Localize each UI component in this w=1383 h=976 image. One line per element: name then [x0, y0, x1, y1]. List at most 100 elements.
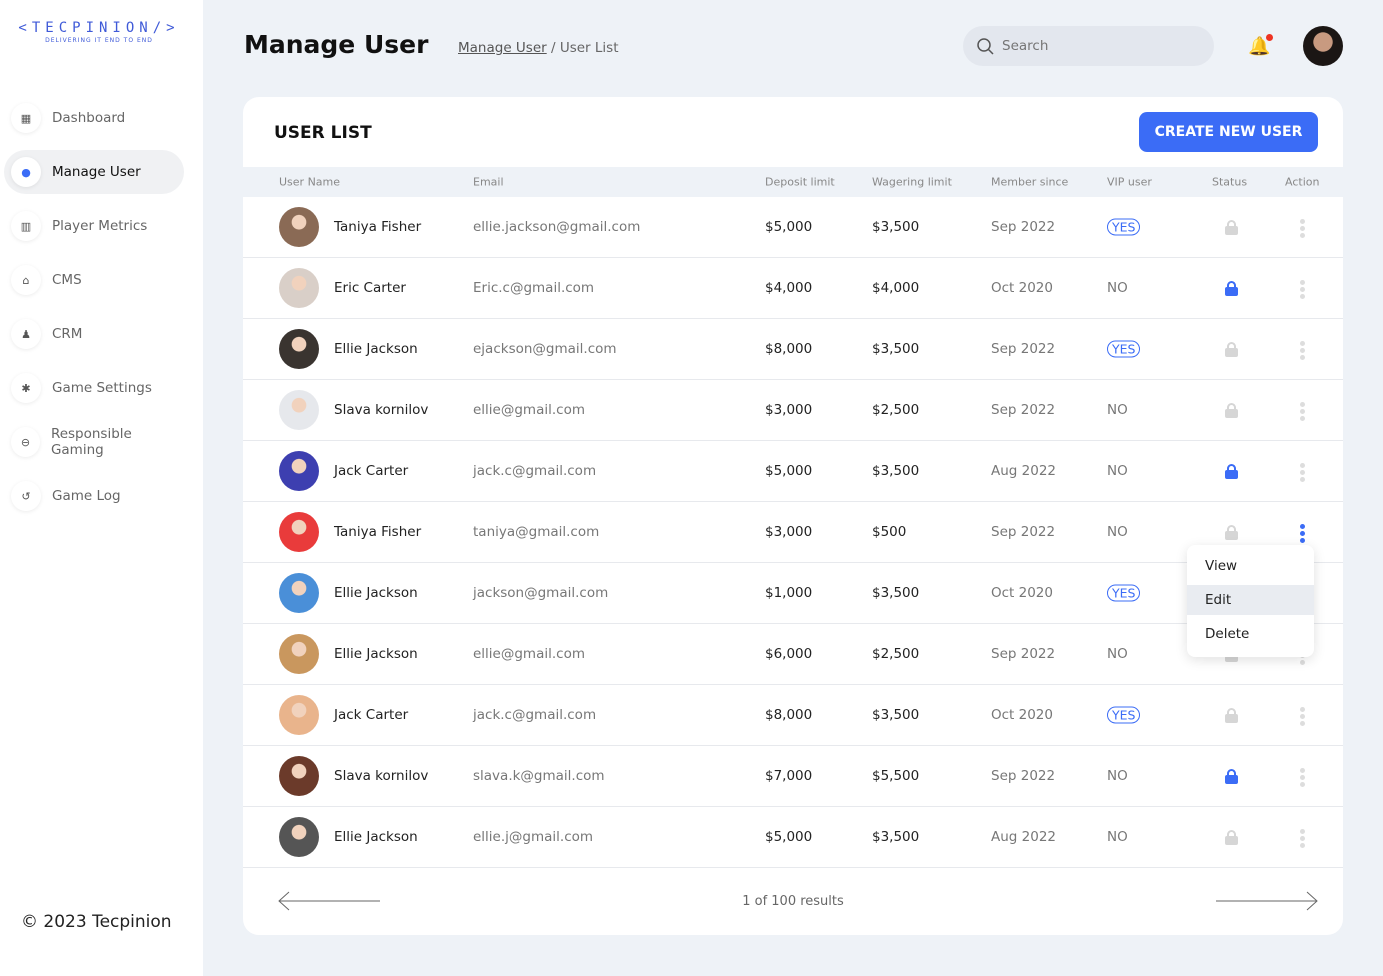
wagering-limit: $5,500	[872, 768, 920, 784]
sidebar-item-game-settings[interactable]: ✱ Game Settings	[4, 366, 184, 410]
lock-icon[interactable]	[1225, 830, 1238, 845]
user-name: Eric Carter	[334, 280, 406, 296]
sidebar-item-label: CRM	[52, 326, 83, 342]
member-since: Sep 2022	[991, 341, 1056, 357]
prev-page-arrow-icon[interactable]	[278, 891, 380, 911]
member-since: Oct 2020	[991, 280, 1053, 296]
table-row[interactable]: Slava kornilov ellie@gmail.com $3,000 $2…	[243, 380, 1343, 441]
breadcrumb-manage-user[interactable]: Manage User	[458, 40, 547, 56]
vip-badge: NO	[1107, 768, 1128, 784]
deposit-limit: $3,000	[765, 524, 813, 540]
col-user-name[interactable]: User Name	[279, 175, 341, 189]
menu-view[interactable]: View	[1205, 558, 1238, 574]
user-email: ellie@gmail.com	[473, 402, 585, 418]
user-avatar	[279, 451, 319, 491]
breadcrumb-user-list: User List	[559, 40, 619, 56]
more-actions-icon[interactable]	[1300, 829, 1306, 848]
wagering-limit: $2,500	[872, 402, 920, 418]
wagering-limit: $3,500	[872, 829, 920, 845]
more-actions-icon[interactable]	[1300, 219, 1306, 238]
user-name: Ellie Jackson	[334, 585, 418, 601]
sidebar-item-responsible-gaming[interactable]: ⊖ Responsible Gaming	[4, 420, 184, 464]
deposit-limit: $5,000	[765, 829, 813, 845]
table-row[interactable]: Eric Carter Eric.c@gmail.com $4,000 $4,0…	[243, 258, 1343, 319]
table-row[interactable]: Slava kornilov slava.k@gmail.com $7,000 …	[243, 746, 1343, 807]
table-row[interactable]: Taniya Fisher taniya@gmail.com $3,000 $5…	[243, 502, 1343, 563]
lock-icon[interactable]	[1225, 769, 1238, 784]
sidebar-item-cms[interactable]: ⌂ CMS	[4, 258, 184, 302]
table-row[interactable]: Jack Carter jack.c@gmail.com $8,000 $3,5…	[243, 685, 1343, 746]
table-row[interactable]: Ellie Jackson ejackson@gmail.com $8,000 …	[243, 319, 1343, 380]
lock-icon[interactable]	[1225, 708, 1238, 723]
user-email: ejackson@gmail.com	[473, 341, 617, 357]
wagering-limit: $500	[872, 524, 907, 540]
lock-icon[interactable]	[1225, 464, 1238, 479]
user-avatar	[279, 573, 319, 613]
member-since: Sep 2022	[991, 219, 1056, 235]
table-row[interactable]: Ellie Jackson ellie.j@gmail.com $5,000 $…	[243, 807, 1343, 868]
sidebar-item-crm[interactable]: ♟ CRM	[4, 312, 184, 356]
table-row[interactable]: Ellie Jackson ellie@gmail.com $6,000 $2,…	[243, 624, 1343, 685]
member-since: Sep 2022	[991, 646, 1056, 662]
user-email: jackson@gmail.com	[473, 585, 609, 601]
member-since: Sep 2022	[991, 524, 1056, 540]
sidebar-item-manage-user[interactable]: ● Manage User	[4, 150, 184, 194]
gamepad-icon: ⊖	[11, 427, 40, 457]
lock-icon[interactable]	[1225, 220, 1238, 235]
sidebar-item-label: Manage User	[52, 164, 141, 180]
member-since: Oct 2020	[991, 585, 1053, 601]
user-avatar	[279, 634, 319, 674]
create-new-user-button[interactable]: CREATE NEW USER	[1139, 112, 1318, 152]
col-member-since[interactable]: Member since	[991, 175, 1069, 189]
wagering-limit: $3,500	[872, 463, 920, 479]
copyright: © 2023 Tecpinion	[21, 912, 172, 932]
more-actions-icon[interactable]	[1300, 280, 1306, 299]
sidebar-item-game-log[interactable]: ↺ Game Log	[4, 474, 184, 518]
profile-avatar[interactable]	[1303, 26, 1343, 66]
user-avatar	[279, 817, 319, 857]
col-wagering[interactable]: Wagering limit	[872, 175, 952, 189]
wagering-limit: $3,500	[872, 707, 920, 723]
notification-dot	[1266, 34, 1273, 41]
search-box[interactable]	[963, 26, 1214, 66]
deposit-limit: $8,000	[765, 341, 813, 357]
gear-icon: ✱	[11, 373, 41, 403]
sidebar-item-label: Player Metrics	[52, 218, 148, 234]
user-email: slava.k@gmail.com	[473, 768, 605, 784]
more-actions-icon[interactable]	[1300, 524, 1306, 543]
lock-icon[interactable]	[1225, 403, 1238, 418]
user-icon: ●	[11, 157, 41, 187]
col-vip[interactable]: VIP user	[1107, 175, 1152, 189]
more-actions-icon[interactable]	[1300, 707, 1306, 726]
sidebar-item-dashboard[interactable]: ▦ Dashboard	[4, 96, 184, 140]
lock-icon[interactable]	[1225, 525, 1238, 540]
table-row[interactable]: Jack Carter jack.c@gmail.com $5,000 $3,5…	[243, 441, 1343, 502]
lock-icon[interactable]	[1225, 342, 1238, 357]
menu-edit[interactable]: Edit	[1187, 585, 1314, 615]
vip-badge: NO	[1107, 280, 1128, 296]
col-deposit[interactable]: Deposit limit	[765, 175, 835, 189]
sidebar-item-player-metrics[interactable]: ▥ Player Metrics	[4, 204, 184, 248]
wagering-limit: $2,500	[872, 646, 920, 662]
user-name: Ellie Jackson	[334, 646, 418, 662]
more-actions-icon[interactable]	[1300, 341, 1306, 360]
results-count: 1 of 100 results	[742, 894, 844, 909]
more-actions-icon[interactable]	[1300, 402, 1306, 421]
user-email: ellie@gmail.com	[473, 646, 585, 662]
sidebar: <TECPINION/> DELIVERING IT END TO END ▦ D…	[0, 0, 203, 976]
table-row[interactable]: Taniya Fisher ellie.jackson@gmail.com $5…	[243, 197, 1343, 258]
col-status[interactable]: Status	[1212, 175, 1248, 189]
lock-icon[interactable]	[1225, 281, 1238, 296]
table-row[interactable]: Ellie Jackson jackson@gmail.com $1,000 $…	[243, 563, 1343, 624]
more-actions-icon[interactable]	[1300, 463, 1306, 482]
col-email[interactable]: Email	[473, 175, 504, 189]
member-since: Aug 2022	[991, 463, 1057, 479]
sidebar-item-label: Game Settings	[52, 380, 152, 396]
more-actions-icon[interactable]	[1300, 768, 1306, 787]
menu-delete[interactable]: Delete	[1205, 626, 1250, 642]
next-page-arrow-icon[interactable]	[1216, 891, 1318, 911]
cms-icon: ⌂	[11, 265, 41, 295]
vip-badge: YES	[1107, 584, 1141, 602]
search-input[interactable]	[1002, 38, 1192, 54]
notification-bell-icon[interactable]: 🔔	[1248, 36, 1271, 57]
